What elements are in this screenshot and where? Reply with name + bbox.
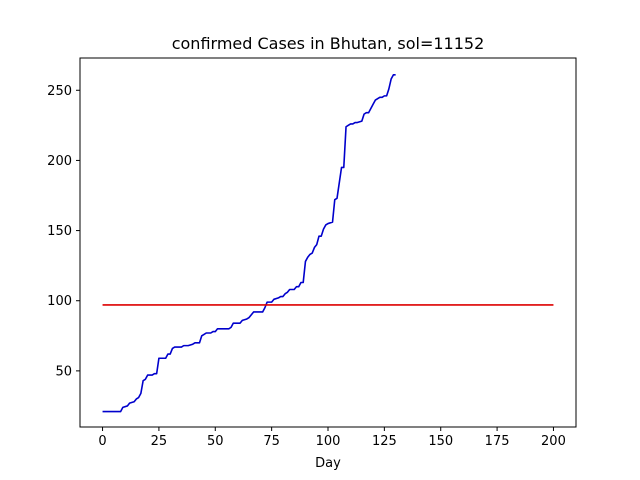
series-layer — [102, 74, 554, 413]
y-axis-ticks: 50 100 150 200 250 — [47, 84, 80, 379]
x-tick-label: 75 — [263, 434, 280, 449]
x-tick-label: 200 — [541, 434, 566, 449]
x-tick-label: 25 — [151, 434, 168, 449]
plot-frame — [79, 57, 577, 428]
y-tick-label: 100 — [47, 294, 72, 309]
x-tick-label: 125 — [372, 434, 397, 449]
y-tick-label: 50 — [55, 364, 72, 379]
x-axis-ticks: 0 25 50 75 100 125 150 175 200 — [98, 427, 566, 449]
x-tick-label: 0 — [98, 434, 106, 449]
x-tick-label: 175 — [485, 434, 510, 449]
y-tick-label: 250 — [47, 84, 72, 99]
series-line-1 — [102, 74, 396, 413]
x-tick-label: 100 — [316, 434, 341, 449]
x-tick-label: 50 — [207, 434, 224, 449]
y-tick-label: 200 — [47, 154, 72, 169]
y-tick-label: 150 — [47, 224, 72, 239]
x-axis-label: Day — [315, 456, 341, 471]
chart-title: confirmed Cases in Bhutan, sol=11152 — [172, 34, 485, 53]
x-tick-label: 150 — [428, 434, 453, 449]
